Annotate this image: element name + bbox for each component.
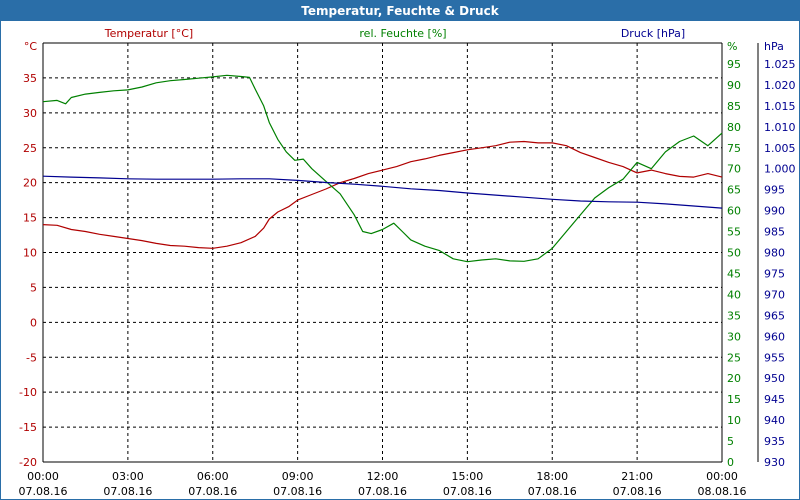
pressure-tick: 985 bbox=[764, 226, 785, 239]
humidity-tick: 60 bbox=[727, 205, 741, 218]
humidity-tick: 75 bbox=[727, 142, 741, 155]
pressure-tick: 930 bbox=[764, 456, 785, 469]
humidity-tick: 0 bbox=[727, 456, 734, 469]
pressure-tick: 1.000 bbox=[764, 163, 796, 176]
temperature-tick: 35 bbox=[23, 72, 37, 85]
temperature-tick: 5 bbox=[30, 281, 37, 294]
pressure-tick: 980 bbox=[764, 247, 785, 260]
pressure-tick: 975 bbox=[764, 267, 785, 280]
pressure-tick: 1.005 bbox=[764, 142, 796, 155]
pressure-tick: 1.025 bbox=[764, 58, 796, 71]
x-tick-date: 07.08.16 bbox=[613, 485, 662, 498]
temperature-axis-label: Temperatur [°C] bbox=[104, 27, 193, 40]
temperature-unit: °C bbox=[24, 40, 38, 53]
x-tick-time: 15:00 bbox=[452, 470, 484, 483]
x-tick-time: 12:00 bbox=[367, 470, 399, 483]
humidity-tick: 5 bbox=[727, 435, 734, 448]
temperature-tick: 10 bbox=[23, 247, 37, 260]
x-tick-time: 21:00 bbox=[621, 470, 653, 483]
chart-title: Temperatur, Feuchte & Druck bbox=[1, 1, 799, 21]
x-tick-time: 00:00 bbox=[27, 470, 59, 483]
pressure-tick: 1.015 bbox=[764, 100, 796, 113]
x-tick-date: 07.08.16 bbox=[103, 485, 152, 498]
pressure-tick: 1.010 bbox=[764, 121, 796, 134]
temperature-tick: 15 bbox=[23, 212, 37, 225]
pressure-tick: 1.020 bbox=[764, 79, 796, 92]
pressure-tick: 945 bbox=[764, 393, 785, 406]
humidity-tick: 45 bbox=[727, 267, 741, 280]
humidity-tick: 50 bbox=[727, 247, 741, 260]
humidity-tick: 65 bbox=[727, 184, 741, 197]
x-tick-date: 07.08.16 bbox=[443, 485, 492, 498]
temperature-tick: -15 bbox=[19, 421, 37, 434]
x-tick-date: 07.08.16 bbox=[358, 485, 407, 498]
temperature-tick: -10 bbox=[19, 386, 37, 399]
x-tick-time: 18:00 bbox=[536, 470, 568, 483]
humidity-tick: 35 bbox=[727, 309, 741, 322]
pressure-unit: hPa bbox=[764, 40, 784, 53]
x-tick-time: 06:00 bbox=[197, 470, 229, 483]
pressure-tick: 935 bbox=[764, 435, 785, 448]
humidity-tick: 30 bbox=[727, 330, 741, 343]
x-tick-time: 03:00 bbox=[112, 470, 144, 483]
x-tick-time: 09:00 bbox=[282, 470, 314, 483]
humidity-tick: 70 bbox=[727, 163, 741, 176]
humidity-tick: 10 bbox=[727, 414, 741, 427]
humidity-axis-label: rel. Feuchte [%] bbox=[359, 27, 446, 40]
x-tick-date: 07.08.16 bbox=[273, 485, 322, 498]
x-tick-time: 00:00 bbox=[706, 470, 738, 483]
humidity-tick: 20 bbox=[727, 372, 741, 385]
pressure-tick: 995 bbox=[764, 184, 785, 197]
humidity-tick: 95 bbox=[727, 58, 741, 71]
pressure-axis-label: Druck [hPa] bbox=[621, 27, 685, 40]
humidity-tick: 90 bbox=[727, 79, 741, 92]
temperature-tick: 30 bbox=[23, 107, 37, 120]
humidity-tick: 15 bbox=[727, 393, 741, 406]
x-tick-date: 07.08.16 bbox=[19, 485, 68, 498]
x-tick-date: 08.08.16 bbox=[698, 485, 747, 498]
x-tick-date: 07.08.16 bbox=[528, 485, 577, 498]
humidity-unit: % bbox=[727, 40, 737, 53]
pressure-tick: 990 bbox=[764, 205, 785, 218]
pressure-tick: 965 bbox=[764, 309, 785, 322]
temperature-line bbox=[42, 140, 723, 249]
temperature-tick: 0 bbox=[30, 316, 37, 329]
pressure-tick: 950 bbox=[764, 372, 785, 385]
pressure-tick: 940 bbox=[764, 414, 785, 427]
temperature-tick: -20 bbox=[19, 456, 37, 469]
humidity-tick: 25 bbox=[727, 351, 741, 364]
pressure-tick: 960 bbox=[764, 330, 785, 343]
temperature-tick: 25 bbox=[23, 142, 37, 155]
pressure-tick: 955 bbox=[764, 351, 785, 364]
temperature-tick: -5 bbox=[26, 351, 37, 364]
humidity-tick: 85 bbox=[727, 100, 741, 113]
temperature-tick: 20 bbox=[23, 177, 37, 190]
humidity-tick: 40 bbox=[727, 288, 741, 301]
x-tick-date: 07.08.16 bbox=[188, 485, 237, 498]
humidity-tick: 80 bbox=[727, 121, 741, 134]
pressure-tick: 970 bbox=[764, 288, 785, 301]
humidity-tick: 55 bbox=[727, 226, 741, 239]
pressure-line bbox=[42, 175, 723, 209]
